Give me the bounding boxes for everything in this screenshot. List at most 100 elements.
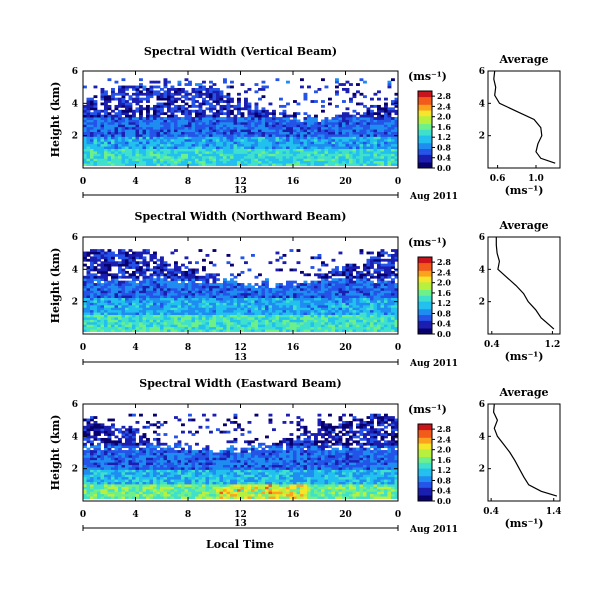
heatmap-cell xyxy=(244,285,248,289)
heatmap-cell xyxy=(345,285,350,289)
heatmap-cell xyxy=(139,138,143,142)
heatmap-cell xyxy=(170,153,175,157)
colorbar-segment xyxy=(418,110,432,113)
heatmap-cell xyxy=(121,321,126,325)
heatmap-cell xyxy=(321,261,325,265)
heatmap-cell xyxy=(230,263,234,267)
heatmap-cell xyxy=(265,136,269,140)
heatmap-cell xyxy=(107,131,112,135)
heatmap-cell xyxy=(328,126,332,130)
heatmap-cell xyxy=(307,146,311,149)
heatmap-cell xyxy=(363,136,367,140)
heatmap-cell xyxy=(373,290,378,294)
heatmap-cell xyxy=(135,121,140,125)
heatmap-cell xyxy=(170,326,175,330)
heatmap-cell xyxy=(244,324,248,328)
heatmap-cell xyxy=(174,92,178,96)
heatmap-cell xyxy=(156,90,161,94)
heatmap-cell xyxy=(226,160,231,164)
heatmap-cell xyxy=(342,151,346,154)
heatmap-cell xyxy=(366,312,371,315)
heatmap-cell xyxy=(93,326,98,330)
heatmap-cell xyxy=(352,134,357,137)
heatmap-cell xyxy=(121,131,126,135)
heatmap-cell xyxy=(303,121,308,125)
heatmap-cell xyxy=(359,160,364,164)
heatmap-cell xyxy=(328,124,332,128)
heatmap-cell xyxy=(86,114,91,118)
heatmap-cell xyxy=(300,129,304,133)
heatmap-cell xyxy=(86,471,91,475)
heatmap-cell xyxy=(177,143,182,147)
heatmap-cell xyxy=(261,321,266,325)
heatmap-cell xyxy=(373,155,378,159)
heatmap-cell xyxy=(314,285,318,289)
heatmap-cell xyxy=(258,131,262,135)
heatmap-cell xyxy=(240,270,245,274)
heatmap-cell xyxy=(202,297,206,301)
heatmap-cell xyxy=(153,283,157,286)
heatmap-cell xyxy=(212,124,217,128)
heatmap-cell xyxy=(373,300,378,303)
heatmap-cell xyxy=(216,273,220,277)
heatmap-cell xyxy=(356,278,360,282)
heatmap-cell xyxy=(314,319,318,323)
heatmap-cell xyxy=(160,268,164,272)
heatmap-cell xyxy=(338,290,343,294)
heatmap-cell xyxy=(114,141,119,145)
heatmap-cell xyxy=(146,287,150,291)
heatmap-cell xyxy=(282,285,287,289)
heatmap-cell xyxy=(394,136,399,140)
heatmap-cell xyxy=(265,324,269,328)
y-tick-label: 4 xyxy=(72,265,78,275)
heatmap-cell xyxy=(317,292,322,296)
heatmap-cell xyxy=(174,90,178,94)
heatmap-cell xyxy=(163,321,168,325)
heatmap-cell xyxy=(163,275,168,279)
heatmap-cell xyxy=(97,136,101,140)
heatmap-cell xyxy=(153,117,157,120)
heatmap-cell xyxy=(153,253,157,257)
heatmap-cell xyxy=(167,80,171,84)
heatmap-cell xyxy=(258,148,262,152)
heatmap-cell xyxy=(188,283,192,286)
heatmap-cell xyxy=(90,283,94,286)
heatmap-cell xyxy=(93,314,98,318)
heatmap-cell xyxy=(184,256,189,260)
heatmap-cell xyxy=(149,163,154,166)
heatmap-cell xyxy=(212,134,217,137)
heatmap-cell xyxy=(310,292,315,296)
heatmap-cell xyxy=(139,155,143,159)
heatmap-cell xyxy=(258,158,262,162)
heatmap-cell xyxy=(114,119,119,123)
heatmap-cell xyxy=(244,163,248,166)
heatmap-cell xyxy=(230,109,234,113)
heatmap-cell xyxy=(240,151,245,154)
heatmap-cell xyxy=(121,326,126,330)
heatmap-cell xyxy=(181,280,185,284)
heatmap-cell xyxy=(111,92,115,96)
heatmap-cell xyxy=(303,297,308,301)
heatmap-cell xyxy=(307,160,311,164)
heatmap-cell xyxy=(188,160,192,164)
heatmap-cell xyxy=(212,112,217,116)
heatmap-cell xyxy=(100,131,105,135)
heatmap-cell xyxy=(128,253,133,257)
heatmap-cell xyxy=(156,114,161,118)
heatmap-cell xyxy=(342,290,346,294)
heatmap-cell xyxy=(100,278,105,282)
heatmap-cell xyxy=(163,292,168,296)
heatmap-cell xyxy=(314,117,318,120)
heatmap-cell xyxy=(181,124,185,128)
heatmap-cell xyxy=(338,280,343,284)
heatmap-cell xyxy=(226,319,231,323)
heatmap-cell xyxy=(142,292,147,296)
heatmap-cell xyxy=(282,163,287,166)
heatmap-cell xyxy=(104,253,108,257)
heatmap-cell xyxy=(349,114,353,118)
heatmap-cell xyxy=(328,319,332,323)
heatmap-cell xyxy=(170,117,175,120)
colorbar-segment xyxy=(418,114,432,117)
heatmap-cell xyxy=(191,321,196,325)
heatmap-cell xyxy=(223,148,227,152)
